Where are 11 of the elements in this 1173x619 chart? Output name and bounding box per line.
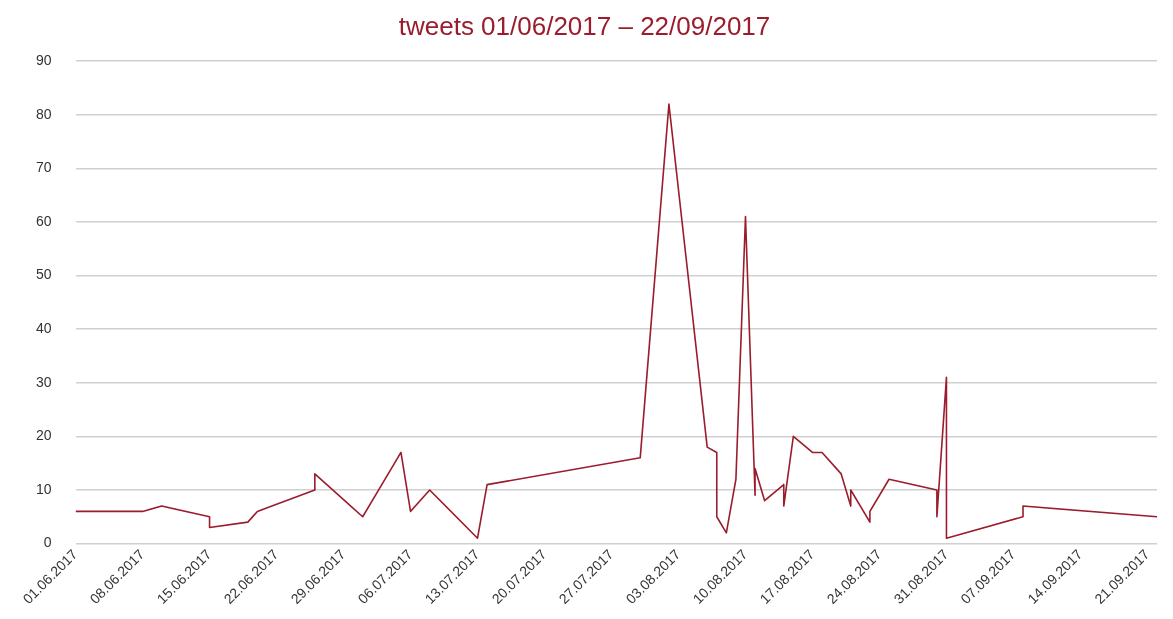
chart-title: tweets 01/06/2017 – 22/09/2017 xyxy=(398,10,771,41)
y-tick-label: 0 xyxy=(43,534,52,551)
y-tick-label: 40 xyxy=(35,320,52,337)
y-tick-label: 60 xyxy=(35,212,52,229)
y-tick-label: 20 xyxy=(35,427,52,444)
y-tick-label: 80 xyxy=(35,105,52,122)
y-tick-label: 10 xyxy=(35,480,52,497)
y-tick-label: 70 xyxy=(35,159,52,176)
y-tick-label: 30 xyxy=(35,373,52,390)
y-tick-label: 90 xyxy=(35,52,52,69)
y-tick-label: 50 xyxy=(35,266,52,283)
